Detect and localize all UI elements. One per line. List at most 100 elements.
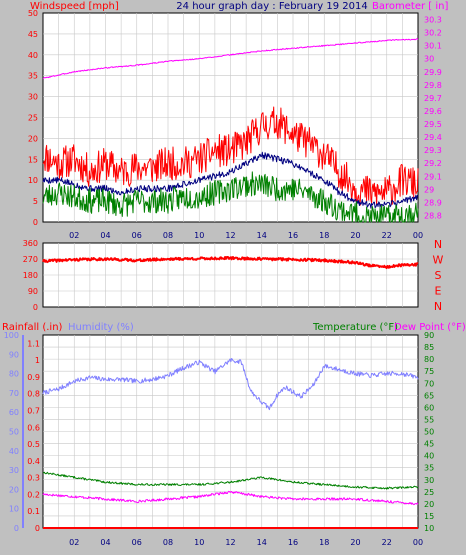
humidity-tick-label: 100 (4, 331, 19, 340)
windspeed-tick-label: 25 (28, 114, 38, 123)
rainfall-tick-label: 0.7 (27, 407, 40, 416)
humidity-tick-label: 50 (9, 428, 19, 437)
temperature-tick-label: 35 (424, 464, 434, 473)
humidity-tick-label: 80 (9, 370, 19, 379)
humidity-tick-label: 10 (9, 505, 19, 514)
barometer-tick-label: 29.3 (424, 146, 442, 155)
avg-series-line (42, 151, 419, 209)
x-tick-label: 02 (69, 538, 79, 547)
rainfall-tick-label: 0.2 (27, 490, 40, 499)
rainfall-tick-label: 0.4 (27, 457, 40, 466)
temperature-tick-label: 20 (424, 500, 434, 509)
wind-series-line (42, 171, 419, 223)
barometer-tick-label: 29.6 (424, 107, 442, 116)
dewpoint-title: Dew Point (°F) (394, 322, 466, 333)
rainfall-tick-label: 0.8 (27, 390, 40, 399)
compass-label: N (434, 300, 442, 313)
temperature-tick-label: 10 (424, 524, 434, 533)
temperature-title: Temperature (°F) (312, 322, 398, 333)
humidity-tick-label: 20 (9, 485, 19, 494)
temperature-tick-label: 90 (424, 331, 434, 340)
humidity-tick-label: 90 (9, 350, 19, 359)
x-tick-label: 16 (288, 231, 298, 240)
humidity-series-line (42, 358, 419, 411)
temperature-tick-label: 85 (424, 343, 434, 352)
temperature-tick-label: 70 (424, 379, 434, 388)
x-tick-label: 02 (69, 231, 79, 240)
humidity-tick-label: 30 (9, 466, 19, 475)
direction-tick-label: 180 (23, 271, 38, 280)
x-tick-label: 12 (225, 231, 235, 240)
windspeed-tick-label: 35 (28, 72, 38, 81)
x-tick-label: 14 (257, 538, 267, 547)
humidity-tick-label: 60 (9, 408, 19, 417)
direction-series-line (42, 256, 419, 270)
gust-series-line (42, 106, 419, 206)
temperature-tick-label: 50 (424, 428, 434, 437)
direction-tick-label: 360 (23, 239, 38, 248)
barometer-tick-label: 29.7 (424, 94, 442, 103)
x-tick-label: 22 (382, 538, 392, 547)
barometer-tick-label: 30.2 (424, 29, 442, 38)
humidity-tick-label: 0 (14, 524, 19, 533)
x-tick-label: 06 (132, 538, 142, 547)
barometer-tick-label: 29.9 (424, 68, 442, 77)
windspeed-tick-label: 40 (28, 51, 38, 60)
barometer-tick-label: 29.2 (424, 159, 442, 168)
temperature-tick-label: 80 (424, 355, 434, 364)
barometer-tick-label: 29 (424, 185, 434, 194)
temperature-tick-label: 25 (424, 488, 434, 497)
windspeed-tick-label: 5 (33, 197, 38, 206)
x-tick-label: 06 (132, 231, 142, 240)
direction-tick-label: 90 (28, 287, 38, 296)
compass-label: N (434, 238, 442, 251)
x-tick-label: 18 (319, 538, 329, 547)
temperature-tick-label: 75 (424, 367, 434, 376)
humidity-tick-label: 70 (9, 389, 19, 398)
x-tick-label: 04 (100, 538, 110, 547)
rainfall-tick-label: 1.1 (27, 339, 40, 348)
windspeed-title: Windspeed [mph] (30, 1, 119, 12)
direction-tick-label: 0 (33, 303, 38, 312)
compass-label: W (433, 254, 444, 267)
temperature-tick-label: 60 (424, 403, 434, 412)
x-tick-label: 00 (413, 538, 423, 547)
compass-label: E (435, 285, 442, 298)
humidity-title: Humidity (%) (68, 322, 134, 333)
x-tick-label: 12 (225, 538, 235, 547)
x-tick-label: 10 (194, 231, 204, 240)
windspeed-tick-label: 45 (28, 30, 38, 39)
rainfall-tick-label: 0.1 (27, 507, 40, 516)
barometer-title: Barometer [ in] (372, 1, 448, 12)
compass-label: S (435, 269, 442, 282)
rainfall-tick-label: 0.9 (27, 373, 40, 382)
barometer-tick-label: 29.1 (424, 172, 442, 181)
barometer-tick-label: 30.1 (424, 42, 442, 51)
x-tick-label: 00 (413, 231, 423, 240)
x-tick-label: 08 (163, 538, 173, 547)
windspeed-tick-label: 0 (33, 218, 38, 227)
barometer-tick-label: 28.9 (424, 198, 442, 207)
rainfall-title: Rainfall (.in) (2, 322, 63, 333)
windspeed-tick-label: 20 (28, 134, 38, 143)
x-tick-label: 22 (382, 231, 392, 240)
temperature-tick-label: 65 (424, 391, 434, 400)
temperature-tick-label: 55 (424, 415, 434, 424)
barometer-tick-label: 30 (424, 55, 434, 64)
temperature-tick-label: 45 (424, 440, 434, 449)
grid-bottom (43, 335, 418, 528)
x-tick-label: 14 (257, 231, 267, 240)
chart-title: 24 hour graph day : February 19 2014 (176, 1, 367, 12)
rainfall-tick-label: 0 (35, 524, 40, 533)
x-tick-label: 08 (163, 231, 173, 240)
windspeed-tick-label: 10 (28, 176, 38, 185)
x-tick-label: 20 (350, 231, 360, 240)
windspeed-tick-label: 30 (28, 93, 38, 102)
barometer-tick-label: 29.5 (424, 120, 442, 129)
barometer-tick-label: 29.4 (424, 133, 442, 142)
x-tick-label: 20 (350, 538, 360, 547)
x-tick-label: 04 (100, 231, 110, 240)
x-tick-label: 16 (288, 538, 298, 547)
barometer-tick-label: 28.8 (424, 211, 442, 220)
